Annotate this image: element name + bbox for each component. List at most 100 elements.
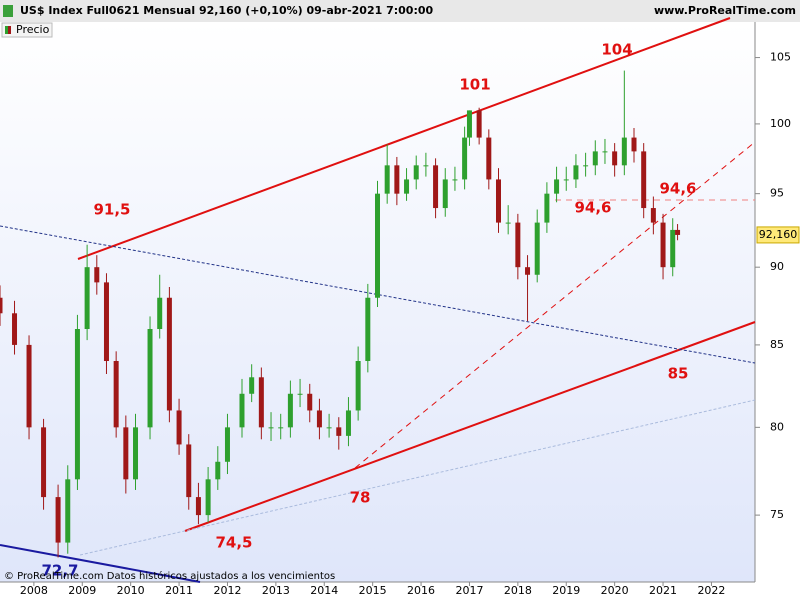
y-tick-label: 105 bbox=[770, 51, 791, 64]
candle-body bbox=[675, 229, 681, 235]
candle-body bbox=[486, 137, 492, 180]
x-tick-label: 2010 bbox=[117, 584, 145, 597]
x-tick-label: 2014 bbox=[310, 584, 338, 597]
legend-label: Precio bbox=[16, 23, 50, 36]
annotation: 78 bbox=[350, 489, 371, 507]
candle-body bbox=[394, 165, 400, 194]
header-site: www.ProRealTime.com bbox=[654, 4, 796, 17]
candle-body bbox=[433, 165, 439, 209]
candle-body bbox=[525, 267, 531, 275]
x-tick-label: 2017 bbox=[455, 584, 483, 597]
candle-body bbox=[26, 344, 32, 428]
candle-body bbox=[462, 137, 468, 180]
annotation: 85 bbox=[668, 365, 689, 383]
candle-body bbox=[278, 427, 284, 429]
candle-body bbox=[147, 329, 153, 428]
candle-body bbox=[583, 165, 589, 167]
candle-body bbox=[495, 179, 501, 223]
candle-body bbox=[84, 267, 90, 330]
header-title: US$ Index Full0621 Mensual 92,160 (+0,10… bbox=[20, 4, 434, 17]
header-bar bbox=[0, 0, 800, 22]
candle-body bbox=[573, 165, 579, 180]
candle-body bbox=[239, 393, 245, 428]
candle-body bbox=[133, 427, 139, 480]
x-tick-label: 2022 bbox=[697, 584, 725, 597]
candle-body bbox=[249, 377, 255, 394]
last-price-box bbox=[756, 226, 800, 244]
candle-body bbox=[113, 361, 119, 428]
candle-body bbox=[12, 313, 18, 345]
x-tick-label: 2016 bbox=[407, 584, 435, 597]
annotation: 101 bbox=[459, 76, 490, 94]
candle-body bbox=[0, 297, 3, 314]
trendlines bbox=[0, 17, 756, 583]
candle-body bbox=[563, 179, 569, 181]
candle-body bbox=[123, 427, 129, 480]
candle-body bbox=[554, 179, 560, 194]
candle-body bbox=[404, 179, 410, 194]
x-tick-label: 2015 bbox=[359, 584, 387, 597]
candle-body bbox=[94, 267, 100, 283]
y-tick-label: 75 bbox=[770, 508, 784, 521]
annotation: 91,5 bbox=[93, 201, 130, 219]
candle-body bbox=[660, 222, 666, 268]
candle-body bbox=[631, 137, 637, 152]
annotation: 94,6 bbox=[574, 199, 611, 217]
y-tick-label: 95 bbox=[770, 187, 784, 200]
candle-body bbox=[326, 427, 332, 429]
trendline bbox=[77, 17, 731, 260]
annotation: 94,6 bbox=[659, 180, 696, 198]
candle-body bbox=[621, 137, 627, 166]
candle-body bbox=[186, 444, 192, 498]
candle-body bbox=[442, 179, 448, 209]
candle-body bbox=[297, 393, 303, 395]
candle-body bbox=[268, 427, 274, 429]
x-tick-label: 2012 bbox=[213, 584, 241, 597]
candle-body bbox=[375, 193, 380, 298]
candle-body bbox=[650, 208, 656, 223]
candle-body bbox=[365, 297, 371, 362]
x-tick-label: 2013 bbox=[262, 584, 290, 597]
candles bbox=[0, 70, 681, 558]
x-tick-label: 2021 bbox=[649, 584, 677, 597]
candle-body bbox=[195, 497, 201, 516]
y-tick-label: 85 bbox=[770, 338, 784, 351]
candle-body bbox=[41, 427, 47, 498]
candle-body bbox=[336, 427, 342, 436]
candle-body bbox=[55, 497, 61, 543]
candle-body bbox=[413, 165, 419, 180]
footer: © ProRealTime.com Datos históricos ajust… bbox=[4, 570, 335, 582]
x-tick-label: 2011 bbox=[165, 584, 193, 597]
candle-body bbox=[65, 479, 71, 543]
trendline bbox=[0, 544, 201, 583]
y-tick-label: 100 bbox=[770, 117, 791, 130]
candle-body bbox=[307, 393, 313, 411]
annotation: 104 bbox=[601, 41, 632, 59]
x-tick-label: 2008 bbox=[20, 584, 48, 597]
candle-body bbox=[157, 297, 163, 330]
trendline bbox=[184, 321, 756, 532]
candle-body bbox=[74, 329, 80, 480]
candle-body bbox=[423, 165, 429, 167]
trendline bbox=[354, 141, 756, 469]
candle-body bbox=[103, 282, 109, 362]
candle-body bbox=[670, 229, 676, 268]
candle-body bbox=[641, 151, 647, 209]
annotation: 72,7 bbox=[41, 562, 78, 580]
candle-body bbox=[612, 151, 618, 166]
candle-body bbox=[215, 461, 221, 480]
y-tick-label: 90 bbox=[770, 260, 784, 273]
candle-body bbox=[345, 410, 351, 436]
candle-body bbox=[534, 222, 540, 275]
x-tick-label: 2019 bbox=[552, 584, 580, 597]
x-tick-label: 2009 bbox=[68, 584, 96, 597]
candle-body bbox=[592, 151, 598, 166]
candle-body bbox=[544, 193, 550, 223]
candle-body bbox=[452, 179, 458, 181]
legend-box bbox=[1, 22, 53, 38]
x-tick-label: 2018 bbox=[504, 584, 532, 597]
candle-body bbox=[515, 222, 521, 268]
candle-body bbox=[355, 361, 361, 411]
trendline bbox=[79, 399, 756, 556]
candle-body bbox=[176, 410, 182, 445]
